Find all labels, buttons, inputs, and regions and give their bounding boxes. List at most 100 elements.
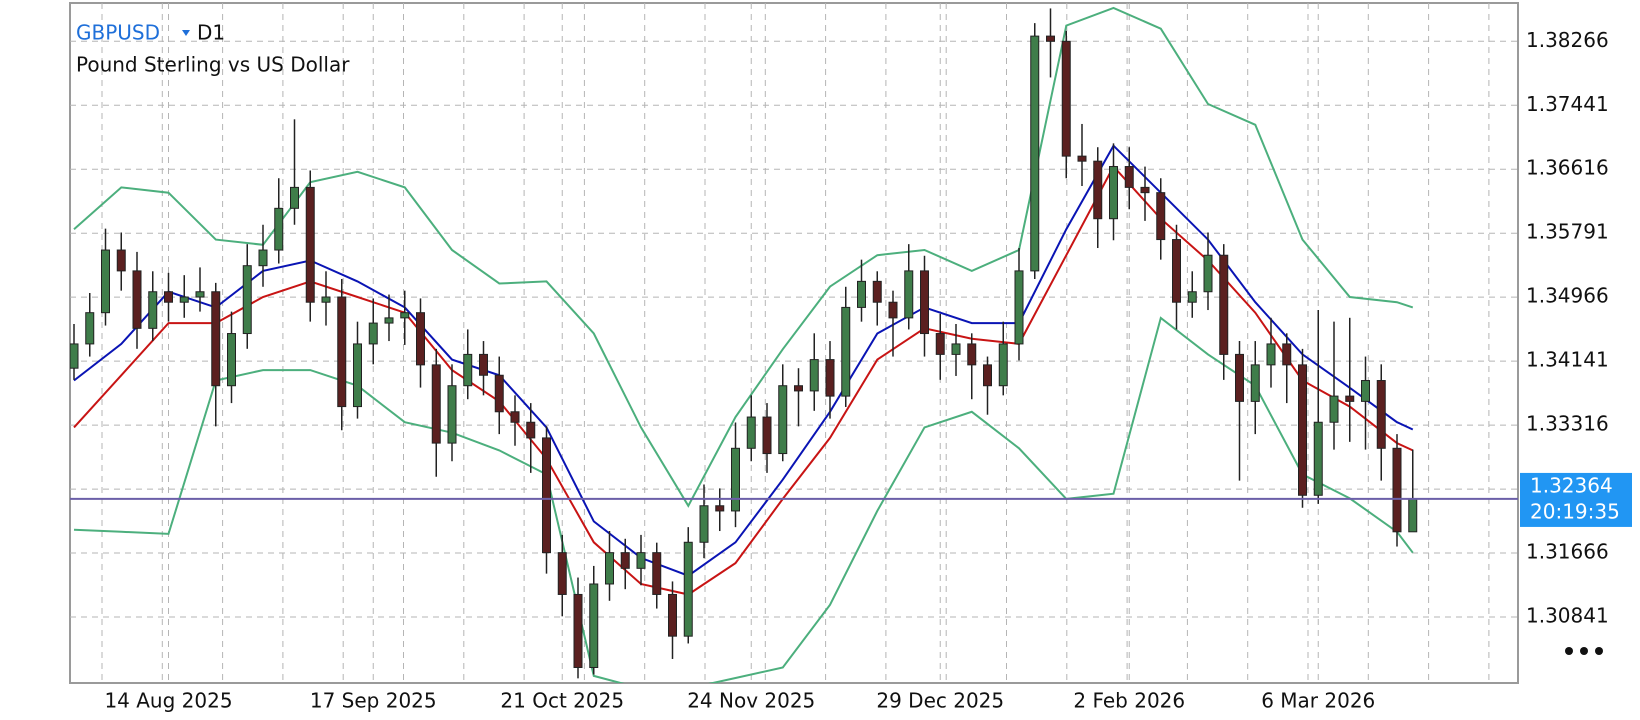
candle-body (242, 265, 252, 335)
candle-body (920, 270, 929, 335)
candle-body (400, 312, 410, 319)
x-tick-label: 6 Mar 2026 (1261, 689, 1375, 713)
candle-body (1361, 380, 1370, 402)
symbol[interactable]: GBPUSD (76, 21, 160, 45)
y-tick-label: 1.38266 (1526, 28, 1609, 52)
candle-body (1298, 364, 1307, 496)
candle-body (699, 505, 709, 543)
candle-body (337, 296, 347, 408)
candle-body (998, 343, 1008, 387)
candle-body (778, 385, 788, 455)
candle-body (1109, 166, 1118, 220)
candle-body (1235, 353, 1244, 402)
candle-body (1329, 395, 1339, 423)
candle-body (967, 343, 977, 366)
candle-body (1282, 343, 1292, 366)
candle-body (1077, 155, 1087, 162)
x-tick-label: 14 Aug 2025 (104, 689, 232, 713)
candle-body (1172, 239, 1181, 303)
candle-body (1266, 343, 1276, 366)
plot-frame (69, 2, 1519, 684)
candle-body (888, 301, 898, 319)
candle-body (510, 411, 520, 423)
candle-body (353, 343, 362, 408)
candle-body (573, 593, 583, 668)
candle-body (809, 359, 819, 392)
candle-body (762, 416, 772, 455)
candle-body (526, 421, 536, 439)
candle-body (274, 207, 284, 251)
candle-body (1408, 498, 1418, 533)
candle-body (290, 186, 299, 209)
candle-body (620, 552, 630, 569)
y-tick-label: 1.34141 (1526, 348, 1609, 372)
candle-body (794, 385, 803, 392)
candle-body (589, 583, 599, 668)
candle-body (1376, 380, 1386, 449)
candle-body (116, 249, 126, 272)
indicator-line (73, 316, 1414, 683)
candle-body (731, 447, 740, 512)
candle-body (542, 437, 551, 554)
candle-body (179, 296, 189, 303)
candle-body (416, 312, 425, 366)
timeframe[interactable]: D1 (197, 21, 225, 45)
candle-body (463, 353, 473, 387)
current-price-box (1520, 472, 1632, 527)
x-tick-label: 29 Dec 2025 (876, 689, 1004, 713)
candle-body (431, 364, 441, 444)
y-tick-label: 1.34966 (1526, 284, 1609, 308)
candle-body (857, 280, 866, 308)
bar-time-remaining: 20:19:35 (1530, 499, 1620, 523)
candle-body (227, 333, 236, 387)
candle-body (1124, 166, 1134, 188)
candle-body (321, 296, 331, 303)
grid (70, 3, 1518, 683)
x-tick-label: 24 Nov 2025 (687, 689, 815, 713)
plot-area (70, 6, 1518, 683)
x-tick-label: 2 Feb 2026 (1073, 689, 1185, 713)
menu-icon[interactable] (1565, 647, 1603, 655)
y-tick-label: 1.33316 (1526, 412, 1609, 436)
candle-body (1061, 40, 1071, 157)
candle-body (1313, 421, 1323, 496)
candle-body (715, 505, 725, 512)
candle-body (1345, 395, 1355, 402)
y-tick-label: 1.31666 (1526, 540, 1609, 564)
candle-body (935, 333, 945, 355)
y-tick-label: 1.36616 (1526, 156, 1609, 180)
candle-body (841, 306, 851, 397)
y-tick-label: 1.35791 (1526, 220, 1609, 244)
indicator-line (73, 6, 1414, 508)
indicator-line (73, 164, 1414, 596)
candle-body (825, 359, 835, 397)
indicator-line (73, 144, 1414, 577)
candle-body (211, 291, 221, 387)
symbol-dropdown-icon[interactable] (182, 30, 190, 36)
y-tick-label: 1.37441 (1526, 92, 1609, 116)
current-price-label: 1.32364 (1530, 473, 1613, 497)
candle-body (101, 249, 110, 314)
candle-body (85, 312, 95, 345)
candle-body (668, 593, 677, 637)
candle-body (1093, 160, 1103, 220)
candle-body (652, 552, 662, 595)
candle-body (683, 541, 693, 637)
candle-body (1392, 447, 1402, 533)
candle-body (195, 291, 205, 298)
candle-body (305, 186, 315, 303)
candle-body (368, 322, 378, 345)
candle-body (983, 364, 992, 387)
candle-body (479, 353, 488, 376)
candle-body (1046, 35, 1055, 42)
candle-body (1014, 270, 1024, 345)
candle-body (1250, 364, 1260, 402)
candle-body (872, 280, 882, 303)
candle-body (904, 270, 914, 319)
candle-body (746, 416, 756, 449)
candle-body (1156, 192, 1166, 241)
candle-body (164, 291, 173, 303)
candle-body (447, 385, 457, 444)
candle-body (494, 374, 504, 413)
